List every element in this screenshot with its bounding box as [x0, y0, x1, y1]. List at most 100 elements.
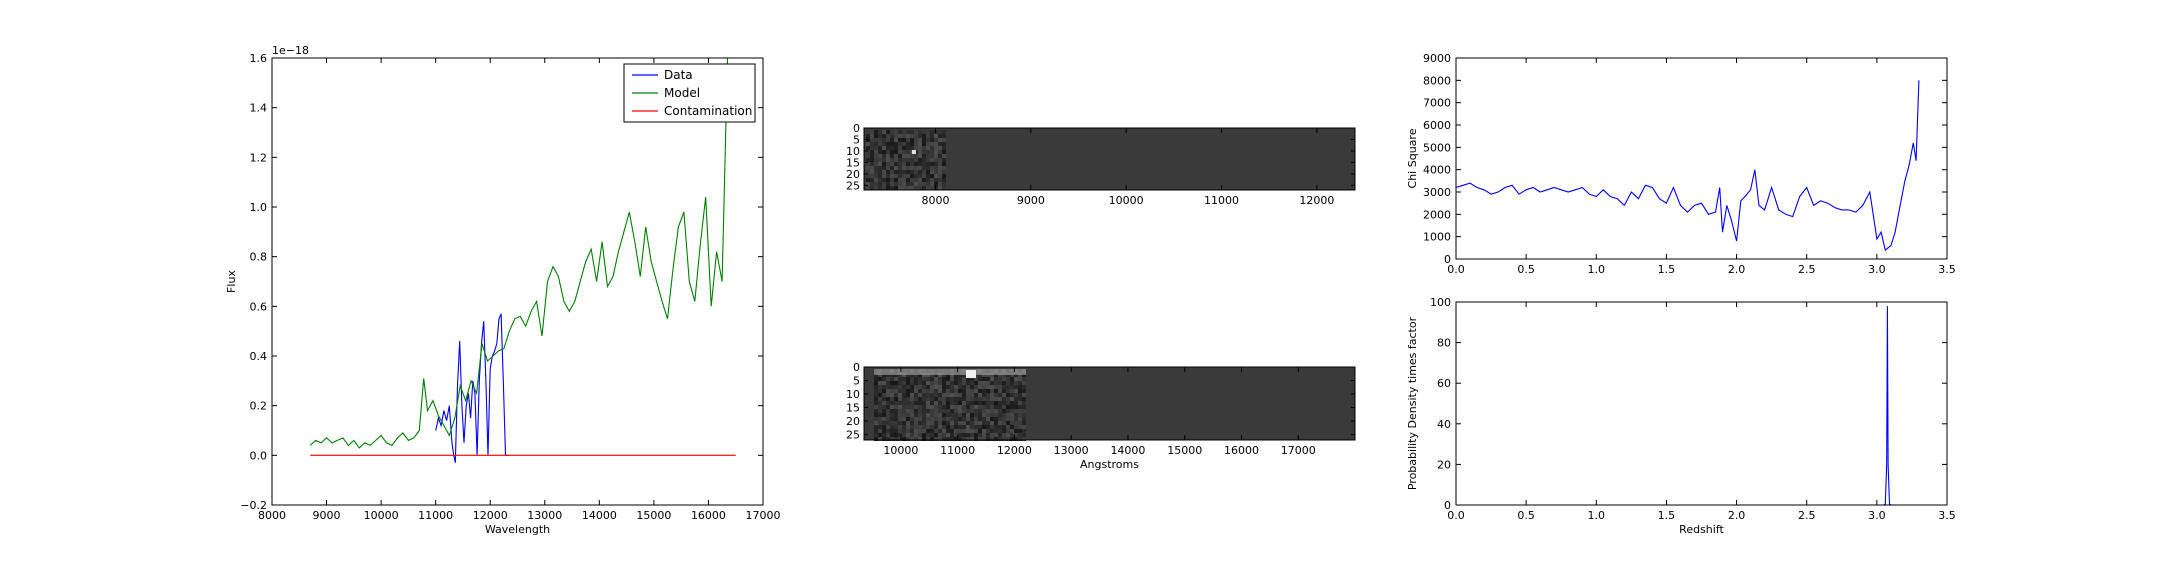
image-bottom-pixel — [934, 381, 938, 385]
image-bottom-pixel — [1022, 413, 1026, 417]
image-top-pixel — [906, 138, 910, 142]
image-bottom-pixel — [954, 421, 958, 425]
image-bottom-pixel — [970, 393, 974, 397]
image-top-pixel — [902, 170, 906, 174]
image-bottom-pixel — [1014, 417, 1018, 421]
image-bottom-pixel — [922, 389, 926, 393]
image-bottom-pixel — [1014, 405, 1018, 409]
image-bottom-pixel — [918, 385, 922, 389]
image-bottom-pixel — [942, 389, 946, 393]
image-bottom-pixel — [1018, 389, 1022, 393]
image-bottom-pixel — [994, 405, 998, 409]
image-bottom-pixel — [894, 429, 898, 433]
image-bottom-pixel — [938, 429, 942, 433]
image-bottom-pixel — [890, 393, 894, 397]
image-top-pixel — [926, 154, 930, 158]
image-top-pixel — [910, 162, 914, 166]
image-bottom-pixel — [938, 401, 942, 405]
image-bottom-pixel — [938, 413, 942, 417]
image-bottom-pixel — [970, 389, 974, 393]
image-bottom-pixel — [950, 401, 954, 405]
pdf-axes-bg — [1456, 302, 1947, 505]
image-bottom-pixel — [1018, 385, 1022, 389]
image-bottom-pixel — [894, 393, 898, 397]
image-bottom-pixel — [926, 433, 930, 437]
image-bottom-pixel — [890, 377, 894, 381]
image-top-ytick-label: 25 — [846, 179, 860, 192]
image-bottom-pixel — [890, 413, 894, 417]
chisq-ytick-label: 9000 — [1423, 52, 1451, 65]
image-top-pixel — [894, 134, 898, 138]
image-top-pixel — [870, 150, 874, 154]
image-bottom-pixel — [906, 433, 910, 437]
image-top-pixel — [894, 182, 898, 186]
image-bottom-pixel — [966, 437, 970, 441]
image-bottom-pixel — [1006, 397, 1010, 401]
image-bottom-pixel — [958, 433, 962, 437]
pdf-xtick-label: 2.0 — [1728, 509, 1746, 522]
image-bottom-pixel — [946, 389, 950, 393]
image-top-pixel — [926, 134, 930, 138]
spectrum-ylabel: Flux — [225, 270, 238, 293]
image-bottom-pixel — [894, 381, 898, 385]
image-bottom-pixel — [942, 397, 946, 401]
image-top-pixel — [882, 146, 886, 150]
image-bottom-pixel — [954, 389, 958, 393]
image-bottom-pixel — [906, 417, 910, 421]
image-top-pixel — [878, 130, 882, 134]
image-bottom-pixel — [994, 417, 998, 421]
image-bottom-pixel — [906, 401, 910, 405]
image-bottom-pixel — [918, 413, 922, 417]
image-top-pixel — [882, 178, 886, 182]
image-top-pixel — [874, 146, 878, 150]
image-bottom-pixel — [938, 409, 942, 413]
image-top-pixel — [874, 174, 878, 178]
image-top-pixel — [926, 186, 930, 190]
image-bottom-xtick-label: 14000 — [1110, 444, 1145, 457]
image-bottom-pixel — [918, 421, 922, 425]
image-bottom-pixel — [998, 417, 1002, 421]
image-bottom-pixel — [986, 405, 990, 409]
image-bottom-pixel — [986, 413, 990, 417]
image-top-pixel — [898, 186, 902, 190]
image-top-pixel — [870, 158, 874, 162]
image-top-pixel — [938, 170, 942, 174]
image-top-pixel — [898, 130, 902, 134]
image-bottom-pixel — [1002, 437, 1006, 441]
image-bottom-pixel — [878, 389, 882, 393]
image-top-pixel — [910, 138, 914, 142]
pdf-xtick-label: 3.0 — [1868, 509, 1886, 522]
image-bottom-pixel — [998, 397, 1002, 401]
pdf-xtick-label: 1.5 — [1658, 509, 1676, 522]
image-top-pixel — [934, 158, 938, 162]
image-bottom-pixel — [930, 405, 934, 409]
image-bottom-pixel — [1002, 393, 1006, 397]
image-bottom-pixel — [1002, 389, 1006, 393]
image-bottom-pixel — [974, 417, 978, 421]
image-bottom-pixel — [970, 397, 974, 401]
image-top-pixel — [886, 178, 890, 182]
image-bottom-pixel — [910, 417, 914, 421]
image-bottom-pixel — [1010, 389, 1014, 393]
spectrum-ytick-label: 1.0 — [250, 201, 268, 214]
image-bottom-pixel — [882, 405, 886, 409]
image-bottom-pixel — [886, 433, 890, 437]
image-top-pixel — [898, 134, 902, 138]
image-bottom-pixel — [930, 417, 934, 421]
image-bottom-pixel — [970, 429, 974, 433]
image-bottom-pixel — [994, 409, 998, 413]
image-bottom-pixel — [1014, 381, 1018, 385]
spectrum-xtick-label: 15000 — [636, 509, 671, 522]
image-top-pixel — [926, 146, 930, 150]
image-bottom-pixel — [986, 381, 990, 385]
chisq-xtick-label: 0.0 — [1447, 263, 1465, 276]
image-bottom-pixel — [978, 393, 982, 397]
image-bottom-pixel — [946, 405, 950, 409]
image-bottom-pixel — [986, 437, 990, 441]
image-bottom-pixel — [986, 429, 990, 433]
image-top-pixel — [910, 154, 914, 158]
image-bottom-pixel — [962, 389, 966, 393]
image-bottom-pixel — [922, 397, 926, 401]
image-bottom-pixel — [918, 397, 922, 401]
